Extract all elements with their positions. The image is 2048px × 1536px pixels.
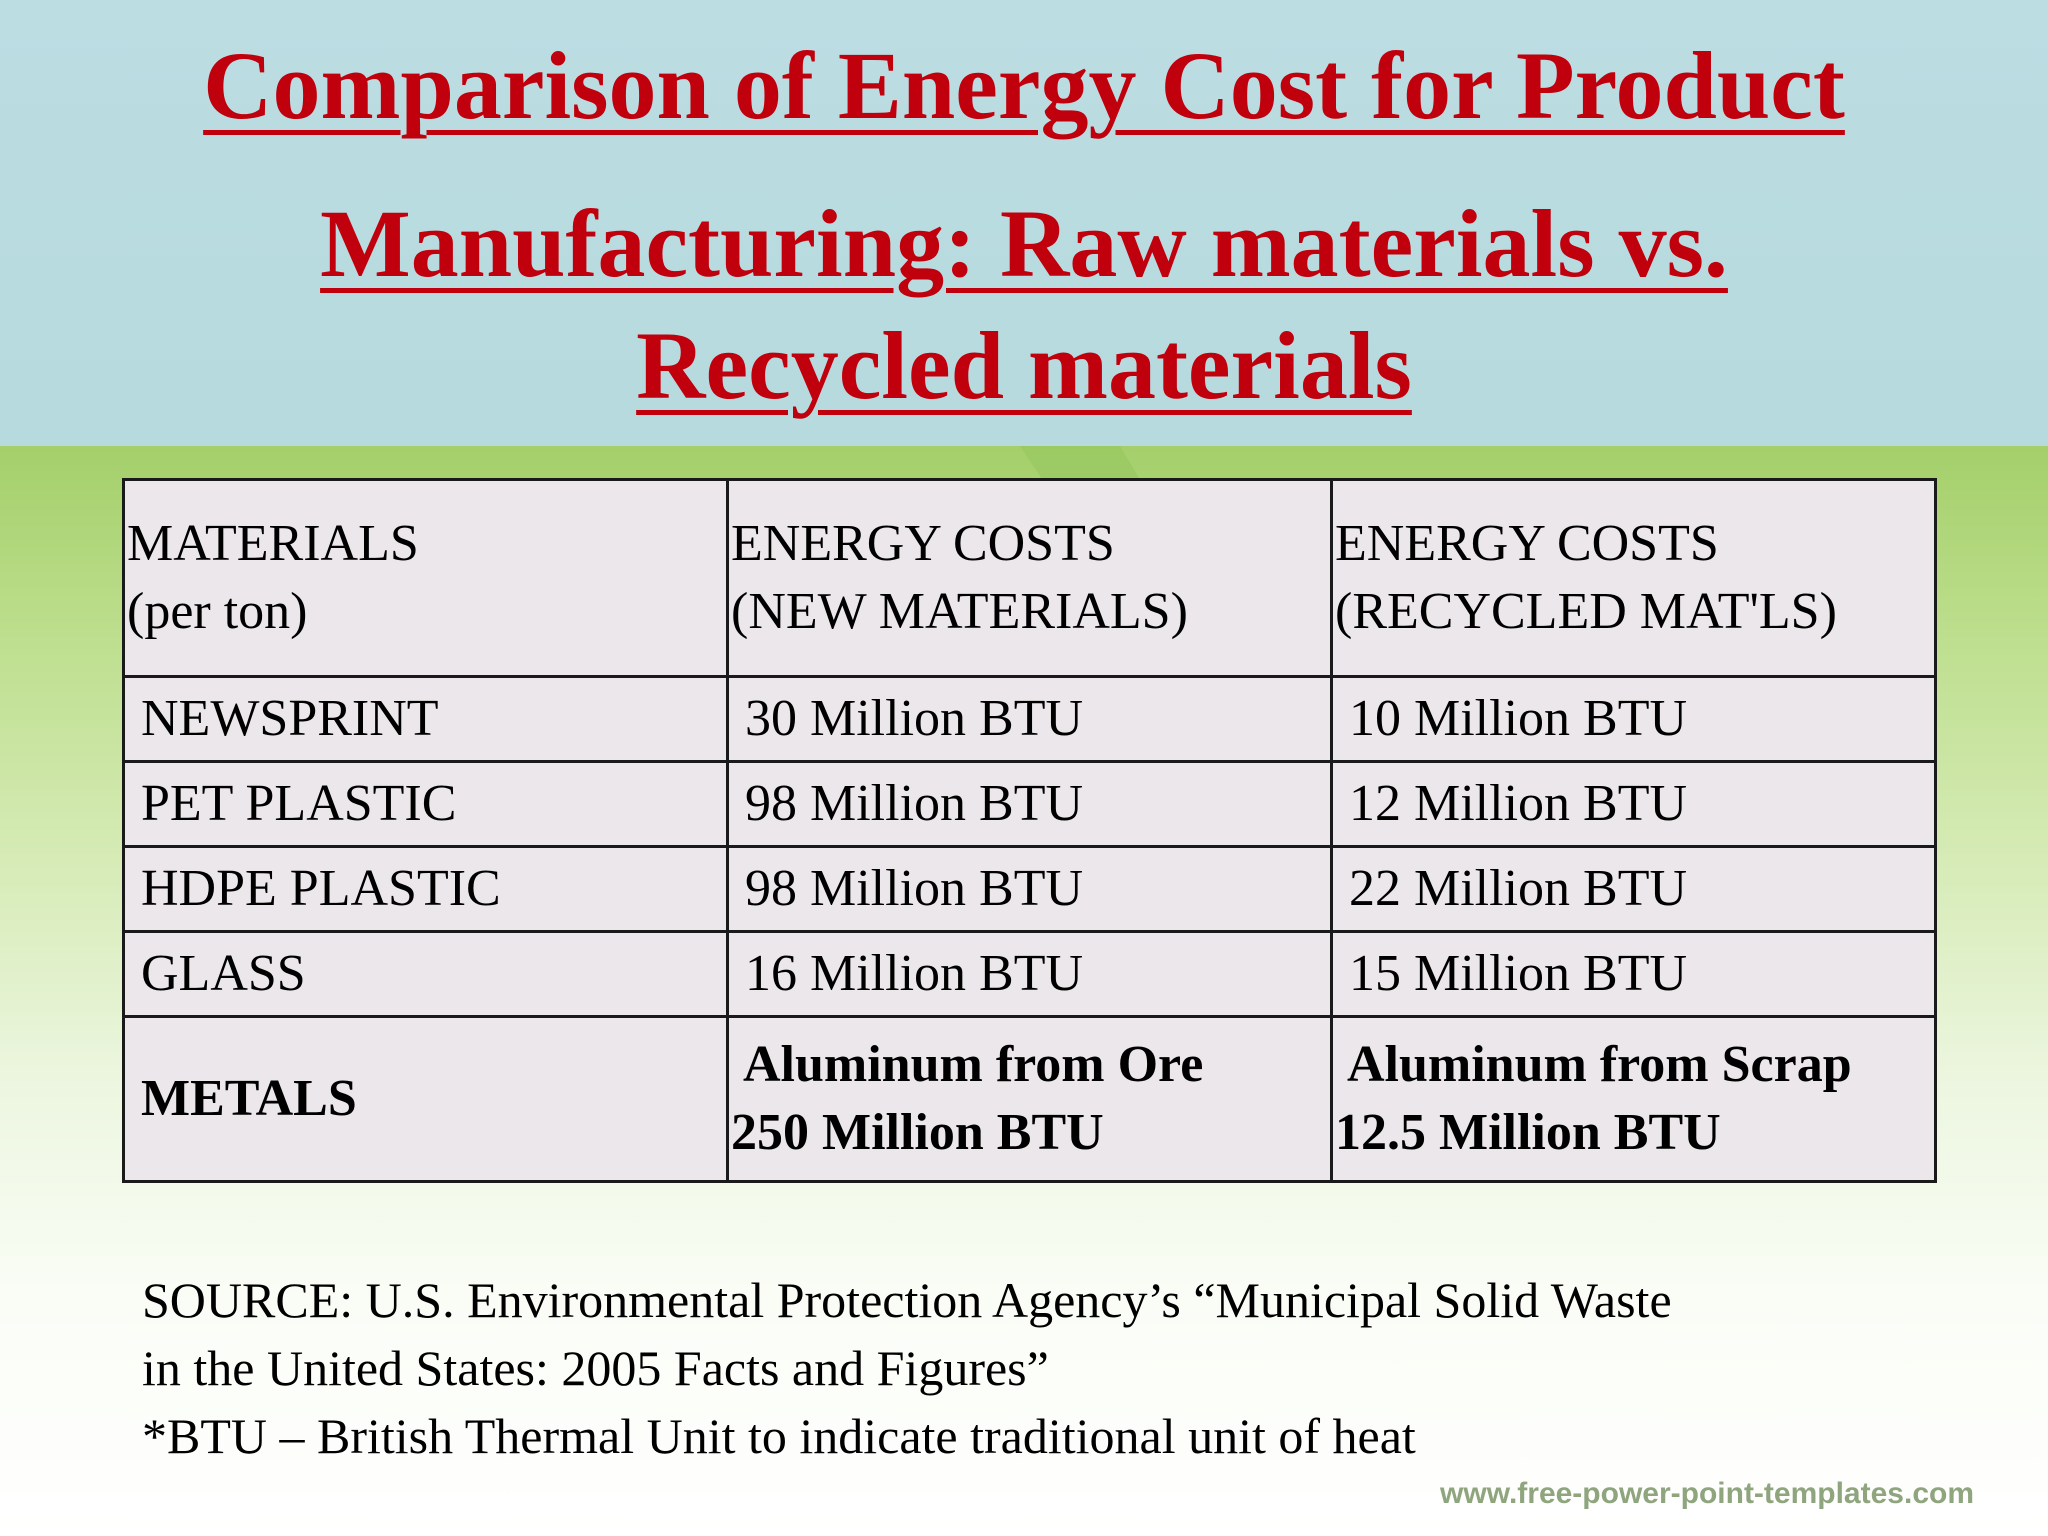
new-cost-cell: 98 Million BTU <box>726 760 1333 848</box>
header-new-materials: ENERGY COSTS (NEW MATERIALS) <box>726 478 1333 678</box>
material-cell: HDPE PLASTIC <box>122 845 729 933</box>
header-line: MATERIALS <box>127 515 419 573</box>
table-row: PET PLASTIC 98 Million BTU 12 Million BT… <box>122 760 1937 848</box>
recycled-cost-cell: 10 Million BTU <box>1330 675 1937 763</box>
table-row-metals: METALS Aluminum from Ore 250 Million BTU… <box>122 1015 1937 1183</box>
metal-cost: 12.5 Million BTU <box>1335 1104 1721 1161</box>
table-row: GLASS 16 Million BTU 15 Million BTU <box>122 930 1937 1018</box>
energy-cost-table: MATERIALS (per ton) ENERGY COSTS (NEW MA… <box>122 478 1937 1183</box>
header-recycled-materials: ENERGY COSTS (RECYCLED MAT'LS) <box>1330 478 1937 678</box>
new-cost-cell: 30 Million BTU <box>726 675 1333 763</box>
source-footnote: SOURCE: U.S. Environmental Protection Ag… <box>142 1266 2002 1470</box>
footnote-line: *BTU – British Thermal Unit to indicate … <box>142 1408 1416 1464</box>
metal-source: Aluminum from Ore <box>743 1036 1204 1094</box>
slide-title-line-2: Manufacturing: Raw materials vs. <box>320 190 1728 297</box>
header-line: (per ton) <box>127 583 308 640</box>
header-line: (RECYCLED MAT'LS) <box>1335 583 1837 640</box>
recycled-cost-cell: 22 Million BTU <box>1330 845 1937 933</box>
material-cell: GLASS <box>122 930 729 1018</box>
new-cost-cell: 98 Million BTU <box>726 845 1333 933</box>
slide-title-line-1: Comparison of Energy Cost for Product <box>203 32 1845 139</box>
header-line: (NEW MATERIALS) <box>731 583 1188 640</box>
table-row: HDPE PLASTIC 98 Million BTU 22 Million B… <box>122 845 1937 933</box>
footnote-line: in the United States: 2005 Facts and Fig… <box>142 1340 1049 1396</box>
new-cost-cell: 16 Million BTU <box>726 930 1333 1018</box>
title-band <box>0 0 2048 446</box>
watermark-link: www.free-power-point-templates.com <box>1440 1477 1974 1510</box>
metal-cost: 250 Million BTU <box>731 1104 1104 1161</box>
material-cell: PET PLASTIC <box>122 760 729 848</box>
recycled-cost-cell: 15 Million BTU <box>1330 930 1937 1018</box>
metal-source: Aluminum from Scrap <box>1347 1036 1852 1094</box>
slide-title-line-3: Recycled materials <box>636 312 1412 419</box>
new-cost-cell: Aluminum from Ore 250 Million BTU <box>726 1015 1333 1183</box>
header-materials: MATERIALS (per ton) <box>122 478 729 678</box>
header-line: ENERGY COSTS <box>1335 515 1719 573</box>
material-cell: NEWSPRINT <box>122 675 729 763</box>
material-cell: METALS <box>122 1015 729 1183</box>
recycled-cost-cell: Aluminum from Scrap 12.5 Million BTU <box>1330 1015 1937 1183</box>
table-header-row: MATERIALS (per ton) ENERGY COSTS (NEW MA… <box>122 478 1937 678</box>
table-row: NEWSPRINT 30 Million BTU 10 Million BTU <box>122 675 1937 763</box>
footnote-line: SOURCE: U.S. Environmental Protection Ag… <box>142 1272 1672 1328</box>
header-line: ENERGY COSTS <box>731 515 1115 573</box>
recycled-cost-cell: 12 Million BTU <box>1330 760 1937 848</box>
